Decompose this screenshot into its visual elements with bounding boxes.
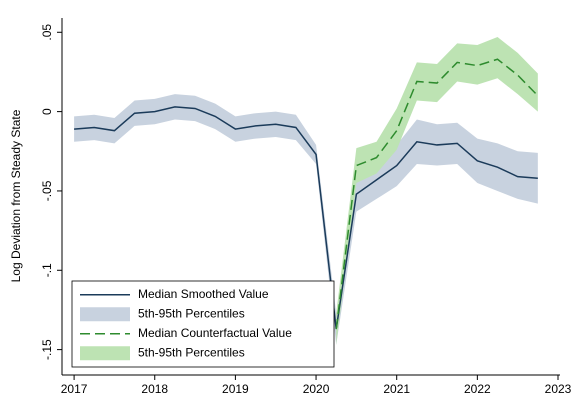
series-line [335, 58, 539, 330]
y-tick-label: .05 [40, 24, 54, 41]
confidence-band [336, 37, 538, 345]
y-tick-label: 0 [40, 108, 54, 115]
x-tick-label: 2023 [545, 382, 572, 396]
y-axis-label: Log Deviation from Steady State [9, 109, 23, 282]
confidence-band [74, 94, 538, 345]
x-tick-label: 2021 [383, 382, 410, 396]
x-tick-label: 2017 [61, 382, 88, 396]
y-tick-label: -.15 [40, 339, 54, 360]
legend-label: 5th-95th Percentiles [138, 306, 245, 320]
x-tick-label: 2018 [141, 382, 168, 396]
y-tick-label: -.1 [40, 263, 54, 277]
legend-swatch [80, 307, 130, 322]
x-tick-label: 2020 [303, 382, 330, 396]
legend-label: 5th-95th Percentiles [138, 345, 245, 359]
y-tick-label: -.05 [40, 180, 54, 201]
x-tick-label: 2022 [464, 382, 491, 396]
series-line [74, 106, 538, 330]
legend-label: Median Smoothed Value [138, 287, 269, 301]
legend-label: Median Counterfactual Value [138, 326, 292, 340]
legend-swatch [80, 346, 130, 361]
x-tick-label: 2019 [222, 382, 249, 396]
